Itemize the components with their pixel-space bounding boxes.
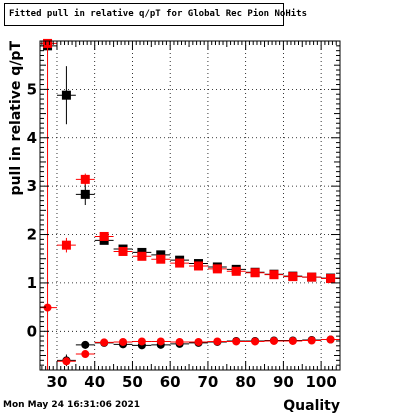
- y-tick-label: 2: [27, 226, 37, 244]
- x-tick-label: 90: [273, 373, 294, 391]
- x-tick-label: 70: [197, 373, 218, 391]
- y-tick-label: 4: [27, 129, 37, 147]
- grid-lines: [40, 41, 340, 370]
- timestamp: Mon May 24 16:31:06 2021: [3, 400, 141, 410]
- data-point: [137, 337, 146, 346]
- data-point: [326, 274, 336, 284]
- series-2: [40, 38, 340, 284]
- data-point: [81, 350, 90, 359]
- data-point: [118, 246, 128, 256]
- data-point: [61, 240, 71, 250]
- data-point: [251, 337, 260, 346]
- data-point: [307, 336, 316, 345]
- y-tick-label: 1: [27, 274, 37, 292]
- plot-frame: [39, 40, 341, 371]
- x-tick-label: 50: [122, 373, 143, 391]
- x-tick-label: 80: [235, 373, 256, 391]
- data-point: [81, 340, 90, 349]
- data-point: [213, 337, 222, 346]
- y-tick-label: 0: [27, 322, 37, 340]
- data-point: [175, 337, 184, 346]
- data-point: [80, 174, 90, 184]
- data-point: [80, 189, 90, 199]
- data-series: [40, 38, 340, 370]
- data-point: [288, 272, 298, 282]
- data-point: [137, 251, 147, 261]
- data-point: [269, 270, 279, 280]
- data-point: [62, 357, 71, 366]
- data-point: [307, 272, 317, 282]
- data-point: [193, 261, 203, 271]
- y-tick-label: 5: [27, 80, 37, 98]
- tick-labels: 30 40 50 60 70 80 90 100 0 1 2 3 4 5: [27, 80, 337, 391]
- data-point: [156, 254, 166, 264]
- data-point: [194, 337, 203, 346]
- y-tick-label: 3: [27, 177, 37, 195]
- x-tick-label: 60: [160, 373, 181, 391]
- data-point: [326, 335, 335, 344]
- data-point: [99, 231, 109, 241]
- axis-ticks: [40, 40, 341, 371]
- data-point: [269, 336, 278, 345]
- x-tick-label: 40: [84, 373, 105, 391]
- series-4: [40, 303, 340, 366]
- data-point: [61, 90, 71, 100]
- y-axis-label: pull in relative q/pT: [8, 41, 24, 196]
- data-point: [119, 337, 128, 346]
- x-axis-label: Quality: [283, 398, 340, 414]
- data-point: [231, 266, 241, 276]
- x-tick-label: 30: [47, 373, 68, 391]
- data-point: [232, 337, 241, 346]
- data-point: [100, 338, 109, 347]
- data-point: [175, 258, 185, 268]
- chart-title: Fitted pull in relative q/pT for Global …: [4, 3, 307, 26]
- data-point: [212, 264, 222, 274]
- x-tick-label: 100: [305, 373, 336, 391]
- data-point: [156, 337, 165, 346]
- data-point: [250, 268, 260, 278]
- series-1: [40, 41, 340, 283]
- data-point: [288, 336, 297, 345]
